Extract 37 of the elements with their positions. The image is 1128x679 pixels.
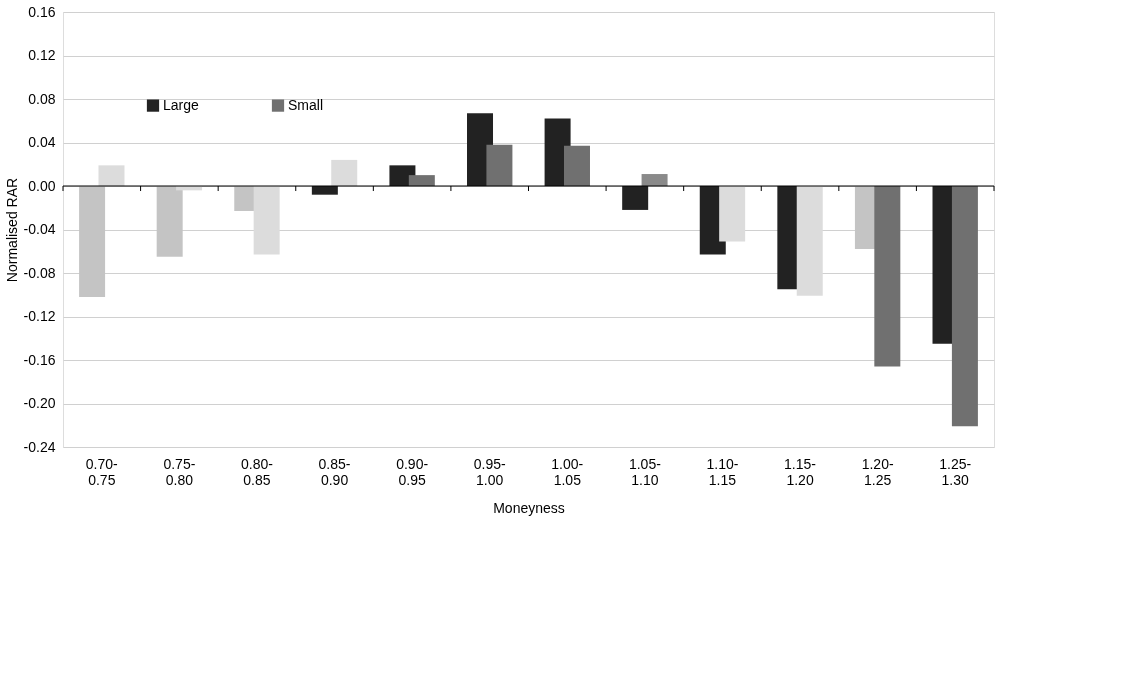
x-tick-label: 0.95-1.00 — [473, 455, 506, 488]
bar — [622, 186, 649, 210]
y-tick-label: 0.00 — [28, 177, 56, 194]
y-tick-label: 0.16 — [28, 3, 56, 20]
y-tick-label: -0.04 — [23, 221, 56, 237]
bar — [563, 145, 590, 186]
bar — [951, 186, 978, 427]
x-tick-label: 0.80-0.85 — [241, 455, 274, 488]
x-tick-label: 0.70-0.75 — [85, 455, 119, 488]
x-axis-title: Moneyness — [493, 499, 565, 516]
bar — [331, 159, 358, 186]
x-tick-label: 1.05-1.10 — [628, 455, 662, 488]
y-tick-label: 0.04 — [28, 134, 56, 150]
y-axis-title: Normalised RAR — [3, 177, 20, 283]
legend-label: Large — [163, 96, 200, 113]
x-tick-label: 0.85-0.90 — [318, 455, 351, 488]
bar — [486, 144, 513, 186]
x-tick-label: 1.25-1.30 — [939, 455, 972, 488]
x-tick-label: 1.20-1.25 — [861, 455, 894, 488]
y-tick-label: -0.24 — [23, 438, 56, 455]
y-tick-label: -0.16 — [23, 351, 56, 368]
bar — [641, 174, 668, 186]
y-tick-label: -0.08 — [23, 264, 56, 281]
bar — [408, 175, 435, 186]
y-tick-label: -0.20 — [23, 395, 56, 411]
y-tick-label: 0.08 — [28, 90, 56, 107]
legend-label: Small — [288, 96, 324, 113]
y-tick-label: -0.12 — [23, 308, 56, 324]
x-tick-label: 1.00-1.05 — [551, 455, 584, 488]
x-tick-label: 1.15-1.20 — [784, 455, 817, 488]
x-tick-label: 0.75-0.80 — [163, 455, 196, 488]
x-tick-label: 1.10-1.15 — [706, 455, 739, 488]
bar — [874, 186, 901, 367]
y-tick-label: 0.12 — [28, 47, 56, 63]
bar — [98, 165, 125, 186]
bar — [311, 186, 338, 195]
x-tick-label: 0.90-0.95 — [396, 455, 429, 488]
